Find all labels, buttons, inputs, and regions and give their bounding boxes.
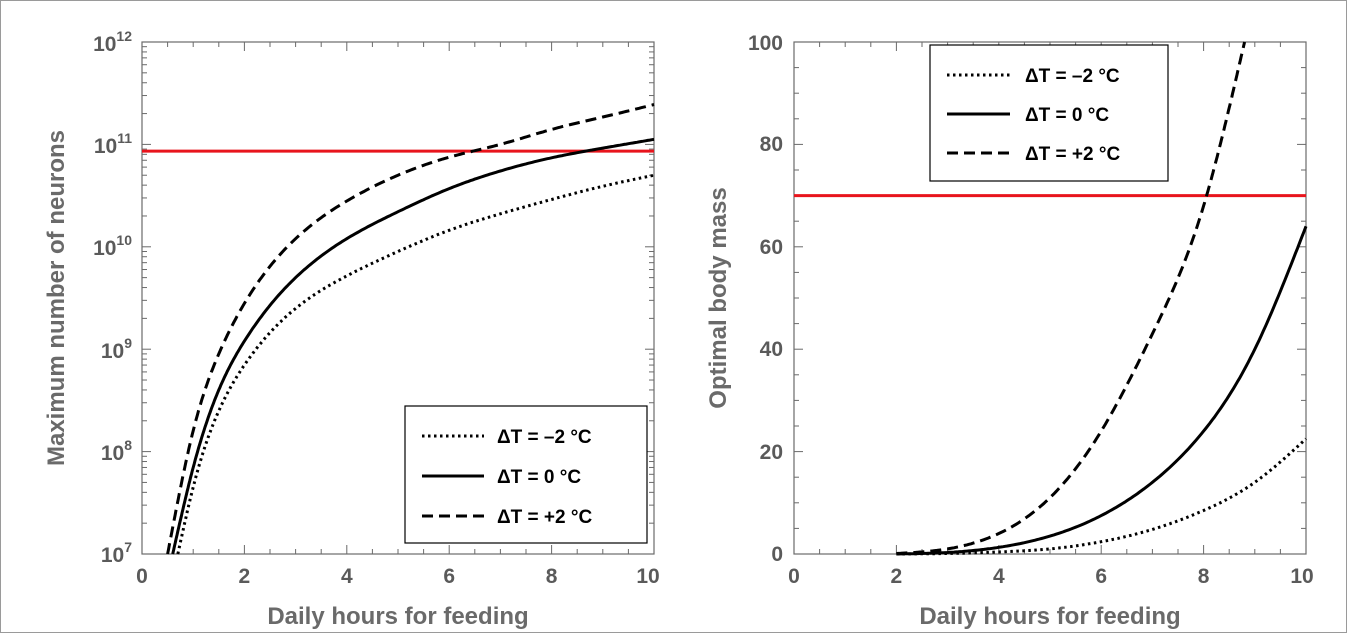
right-y-axis-label: Optimal body mass (705, 187, 732, 408)
left-ytick-label: 1011 (94, 130, 132, 158)
right-ytick-label: 100 (748, 32, 783, 55)
left-legend-label: ΔT = +2 °C (497, 507, 592, 528)
right-x-axis-label: Daily hours for feeding (919, 603, 1180, 630)
right-ytick-label: 0 (771, 543, 783, 566)
right-ytick-label: 20 (760, 441, 783, 464)
right-series-dt-0 (896, 225, 1308, 556)
left-chart: 107 108 109 1010 1011 1012 0 2 4 6 8 10 … (43, 28, 660, 630)
left-ytick-label: 109 (101, 335, 132, 363)
left-ytick-label: 1012 (93, 28, 132, 56)
left-series-dt-minus2 (176, 173, 655, 555)
left-xtick-label: 4 (341, 565, 353, 588)
left-ytick-label: 1010 (93, 232, 132, 260)
left-y-axis-label: Maximum number of neurons (43, 130, 70, 466)
left-xtick-label: 2 (239, 565, 251, 588)
left-minor-ticks (141, 41, 655, 555)
right-ytick-label: 80 (760, 133, 783, 156)
left-legend: ΔT = –2 °C ΔT = 0 °C ΔT = +2 °C (404, 405, 648, 544)
left-xtick-label: 6 (443, 565, 455, 588)
right-series-dt-plus2 (896, 41, 1247, 555)
left-legend-label: ΔT = 0 °C (497, 467, 581, 488)
right-xtick-label: 10 (1290, 565, 1313, 588)
left-legend-label: ΔT = –2 °C (497, 427, 592, 448)
right-chart: 0 20 40 60 80 100 0 2 4 6 8 10 Daily hou… (705, 32, 1314, 630)
right-legend-label: ΔT = –2 °C (1025, 66, 1120, 87)
left-x-axis-label: Daily hours for feeding (267, 603, 528, 630)
right-xtick-label: 6 (1095, 565, 1107, 588)
left-series-dt-plus2 (166, 103, 655, 555)
right-ytick-label: 60 (760, 236, 783, 259)
right-xtick-label: 8 (1198, 565, 1210, 588)
left-xtick-label: 0 (136, 565, 148, 588)
right-legend: ΔT = –2 °C ΔT = 0 °C ΔT = +2 °C (929, 44, 1169, 182)
left-ytick-label: 108 (101, 437, 132, 465)
left-xtick-label: 10 (636, 565, 659, 588)
right-series-dt-minus2 (896, 437, 1308, 556)
right-xtick-label: 0 (788, 565, 800, 588)
right-xtick-label: 2 (891, 565, 903, 588)
right-xtick-label: 4 (993, 565, 1005, 588)
left-xtick-label: 8 (546, 565, 558, 588)
left-series-dt-0 (171, 137, 655, 555)
right-ytick-label: 40 (760, 338, 783, 361)
right-legend-label: ΔT = +2 °C (1025, 144, 1120, 165)
right-legend-label: ΔT = 0 °C (1025, 105, 1109, 126)
left-ytick-label: 107 (101, 539, 132, 567)
